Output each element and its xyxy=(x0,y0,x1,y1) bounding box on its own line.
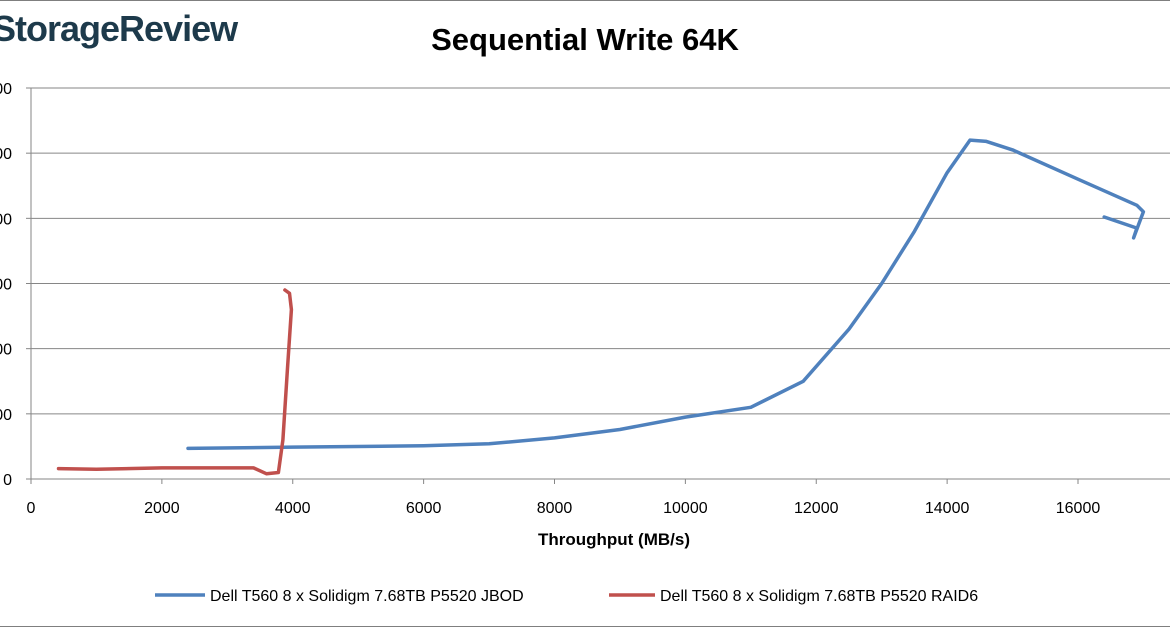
x-tick-label: 16000 xyxy=(1056,500,1101,517)
x-axis-label: Throughput (MB/s) xyxy=(538,530,690,549)
storagereview-logo: StorageReview xyxy=(0,8,238,49)
y-tick-label: 00 xyxy=(0,211,12,228)
series-line-jbod xyxy=(186,138,1146,451)
y-tick-label: 00 xyxy=(0,342,12,359)
y-tick-label: 00 xyxy=(0,146,12,163)
x-tick-label: 14000 xyxy=(925,500,970,517)
x-axis-ticks: 0 2000 4000 6000 8000 10000 12000 14000 16000 xyxy=(27,500,1101,517)
chart-title: Sequential Write 64K xyxy=(431,22,739,57)
legend-label: Dell T560 8 x Solidigm 7.68TB P5520 JBOD xyxy=(210,588,524,605)
series-line-raid6 xyxy=(56,288,294,476)
x-tick-label: 8000 xyxy=(537,500,573,517)
x-tick-label: 6000 xyxy=(406,500,442,517)
x-tick-label: 4000 xyxy=(275,500,311,517)
y-tick-label: 00 xyxy=(0,277,12,294)
y-tick-label: 0 xyxy=(3,472,12,489)
y-tick-label: 00 xyxy=(0,407,12,424)
legend: Dell T560 8 x Solidigm 7.68TB P5520 JBOD… xyxy=(155,588,978,605)
gridlines xyxy=(31,87,1170,415)
y-axis-ticks: 0000000000000 xyxy=(0,81,12,489)
x-tick-label: 2000 xyxy=(144,500,180,517)
x-tick-label: 10000 xyxy=(663,500,708,517)
series-lines xyxy=(56,138,1146,476)
legend-label: Dell T560 8 x Solidigm 7.68TB P5520 RAID… xyxy=(660,588,978,605)
x-tick-label: 0 xyxy=(27,500,36,517)
axes xyxy=(26,87,1170,484)
y-tick-label: 00 xyxy=(0,81,12,98)
x-tick-label: 12000 xyxy=(794,500,839,517)
